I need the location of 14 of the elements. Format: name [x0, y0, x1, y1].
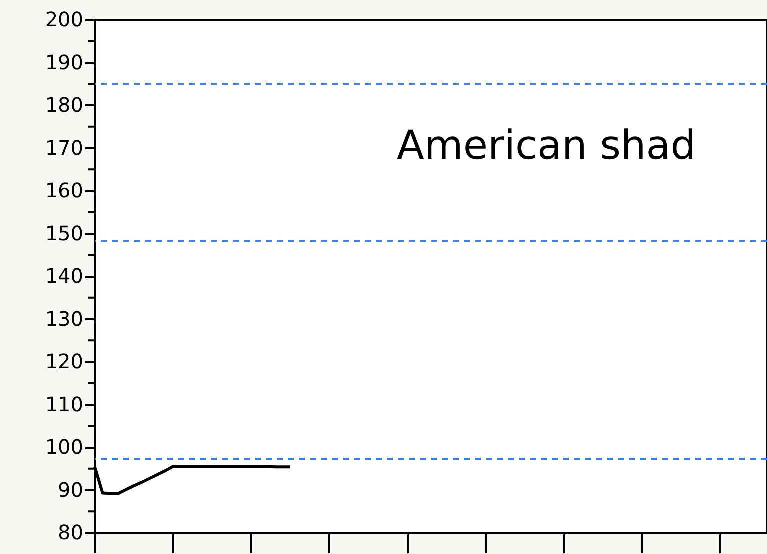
y-tick-label: 180 [45, 93, 84, 117]
y-tick-label: 200 [45, 8, 84, 32]
y-tick-label: 110 [45, 392, 84, 416]
y-tick-label: 140 [45, 264, 84, 288]
y-tick-label: 190 [45, 50, 84, 74]
y-tick-label: 120 [45, 350, 84, 374]
y-tick-label: 160 [45, 178, 84, 202]
y-tick-label: 170 [45, 136, 84, 160]
y-tick-label: 80 [58, 520, 84, 544]
y-tick-label: 90 [58, 478, 84, 502]
annotation: American shad [397, 123, 696, 169]
y-tick-label: 130 [45, 306, 84, 331]
y-tick-label: 150 [45, 221, 84, 246]
y-tick-label: 100 [45, 435, 84, 459]
